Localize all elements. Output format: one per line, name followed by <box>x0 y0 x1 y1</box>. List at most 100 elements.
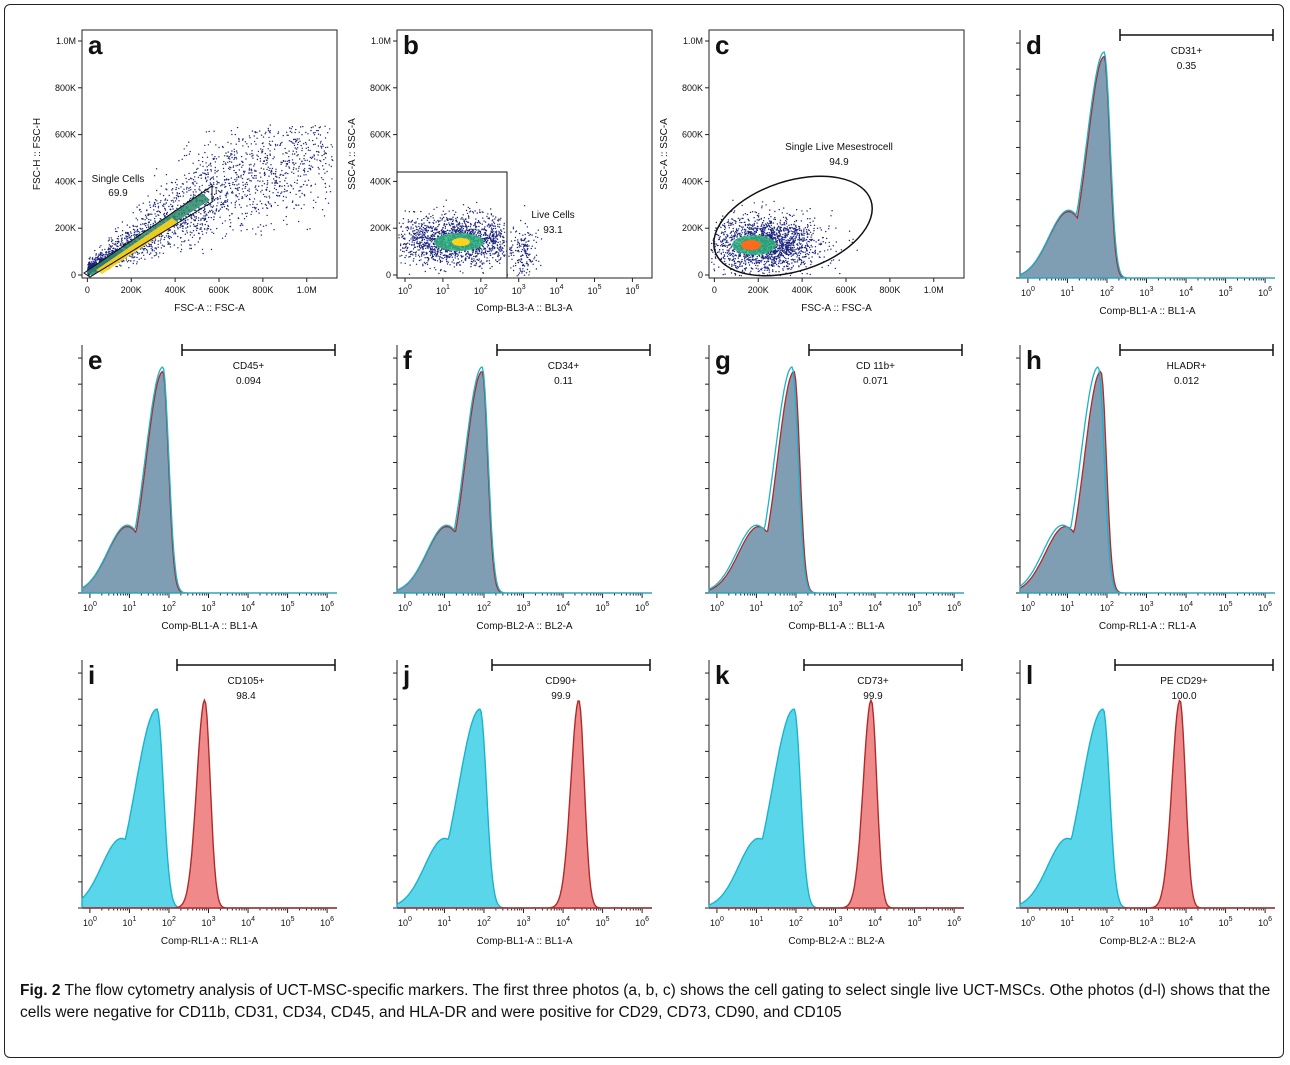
event-dot-c <box>803 260 805 263</box>
event-dot-b <box>470 265 472 268</box>
event-dot-a <box>153 209 155 211</box>
event-dot-a <box>148 218 150 221</box>
event-dot-b <box>492 215 494 217</box>
event-dot-a <box>246 205 248 207</box>
event-dot-b <box>446 260 448 262</box>
event-dot-a <box>101 252 103 254</box>
event-dot-a <box>296 155 298 157</box>
event-dot-c <box>808 257 810 259</box>
event-dot-a <box>167 241 169 243</box>
event-dot-a <box>120 241 123 243</box>
event-dot-b <box>522 268 524 270</box>
event-dot-a <box>273 135 275 138</box>
event-dot-b <box>523 239 525 242</box>
event-dot-b <box>475 218 477 220</box>
event-dot-a <box>186 181 188 183</box>
event-dot-a <box>238 169 240 171</box>
event-dot-a <box>263 145 265 148</box>
event-dot-a <box>229 219 231 221</box>
event-dot-a <box>186 226 189 228</box>
event-dot-a <box>116 242 119 245</box>
event-dot-b <box>457 224 459 226</box>
event-dot-b <box>512 269 515 272</box>
event-dot-c <box>813 230 815 232</box>
event-dot-a <box>272 192 274 194</box>
event-dot-a <box>317 129 319 132</box>
event-dot-b <box>492 227 495 230</box>
event-dot-b <box>490 213 493 215</box>
event-dot-a <box>201 160 204 163</box>
event-dot-a <box>225 185 227 188</box>
event-dot-a <box>167 235 170 237</box>
event-dot-a <box>324 152 326 155</box>
event-dot-b <box>457 258 459 260</box>
event-dot-a <box>112 247 115 250</box>
event-dot-a <box>279 181 281 183</box>
event-dot-a <box>273 187 276 189</box>
event-dot-c <box>811 234 813 236</box>
event-dot-c <box>738 219 741 222</box>
event-dot-b <box>443 205 445 208</box>
event-dot-c <box>726 245 728 247</box>
event-dot-a <box>243 172 245 174</box>
event-dot-a <box>142 248 144 250</box>
event-dot-a <box>207 176 209 178</box>
event-dot-c <box>766 222 769 224</box>
event-dot-c <box>714 245 716 247</box>
event-dot-b <box>519 260 522 262</box>
event-dot-b <box>433 219 435 221</box>
event-dot-b <box>463 221 466 223</box>
event-dot-a <box>172 199 174 202</box>
event-dot-c <box>799 240 801 242</box>
event-dot-a <box>197 217 200 219</box>
event-dot-b <box>408 243 411 245</box>
event-dot-b <box>415 228 418 231</box>
event-dot-b <box>407 219 410 221</box>
event-dot-b <box>421 219 423 221</box>
event-dot-a <box>196 168 198 170</box>
event-dot-a <box>255 207 257 209</box>
event-dot-b <box>445 217 448 219</box>
event-dot-a <box>242 138 244 140</box>
event-dot-a <box>202 165 204 168</box>
event-dot-a <box>269 124 271 126</box>
event-dot-a <box>292 150 294 152</box>
event-dot-a <box>181 158 183 160</box>
event-dot-b <box>461 217 463 219</box>
event-dot-a <box>95 261 97 264</box>
event-dot-a <box>152 205 154 207</box>
event-dot-b <box>443 224 445 226</box>
event-dot-b <box>480 248 483 250</box>
event-dot-b <box>408 211 411 213</box>
event-dot-b <box>421 232 424 234</box>
event-dot-a <box>274 201 276 204</box>
event-dot-c <box>728 253 730 255</box>
event-dot-a <box>306 184 308 186</box>
event-dot-b <box>492 253 494 255</box>
event-dot-b <box>486 260 488 262</box>
event-dot-a <box>128 267 130 269</box>
event-dot-a <box>225 196 227 198</box>
event-dot-a <box>208 130 210 133</box>
event-dot-a <box>234 202 236 204</box>
event-dot-b <box>434 228 436 230</box>
event-dot-a <box>318 173 320 175</box>
event-dot-b <box>449 224 451 226</box>
event-dot-a <box>125 236 128 238</box>
event-dot-b <box>475 221 477 223</box>
event-dot-a <box>134 233 136 236</box>
event-dot-a <box>172 188 174 190</box>
event-dot-a <box>283 185 286 187</box>
x-axis-label-c: FSC-A :: FSC-A <box>801 303 872 314</box>
event-dot-b <box>400 262 402 264</box>
event-dot-a <box>246 228 248 231</box>
event-dot-c <box>758 270 761 272</box>
event-dot-b <box>497 220 500 222</box>
event-dot-a <box>223 171 225 173</box>
event-dot-a <box>213 216 215 218</box>
event-dot-b <box>415 251 417 253</box>
event-dot-a <box>257 180 259 182</box>
event-dot-a <box>137 230 139 233</box>
event-dot-a <box>95 259 97 262</box>
event-dot-a <box>320 177 323 179</box>
